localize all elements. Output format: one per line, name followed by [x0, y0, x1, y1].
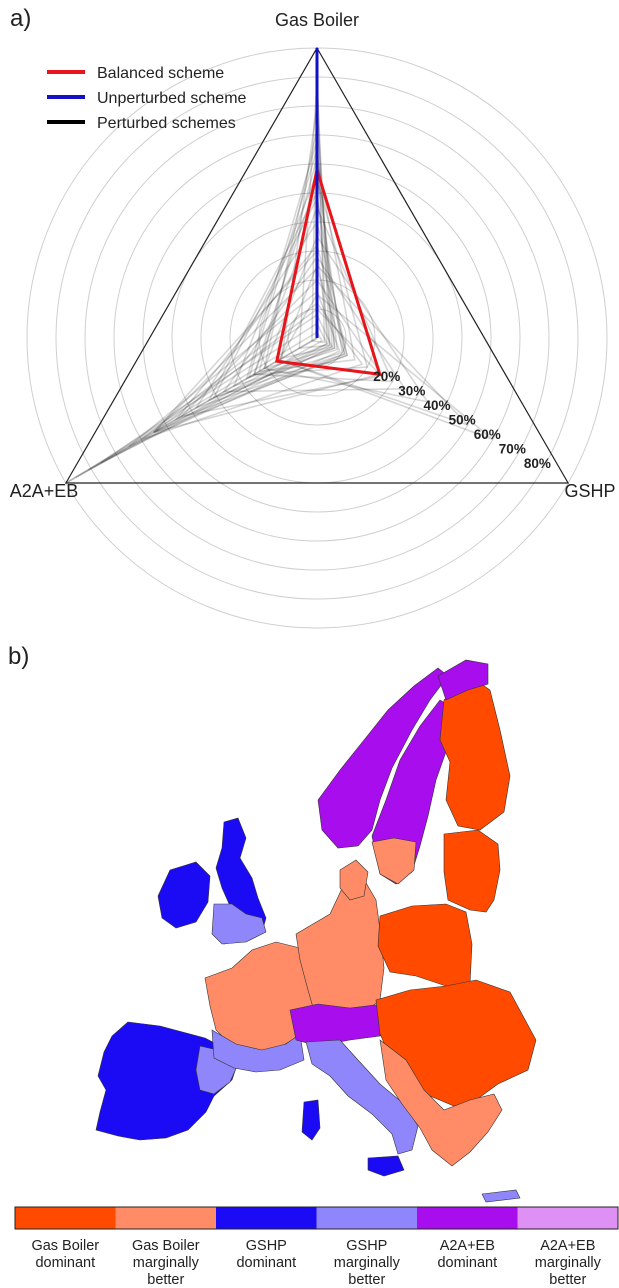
legend-label-balanced: Balanced scheme	[97, 65, 224, 82]
perturbed-scheme-line	[100, 313, 334, 464]
perturbed-scheme-line	[153, 307, 382, 434]
ring-label: 80%	[524, 456, 551, 471]
perturbed-scheme-line	[311, 62, 326, 344]
colorbar-label: A2A+EB dominant	[437, 1238, 497, 1271]
colorbar-swatch	[316, 1207, 418, 1229]
map-region-lapland	[437, 659, 489, 701]
ring-label: 20%	[373, 369, 400, 384]
map-region-poland	[377, 903, 473, 987]
axis-label-gshp: GSHP	[564, 481, 615, 501]
legend: Balanced scheme Unperturbed scheme Pertu…	[47, 65, 247, 132]
perturbed-scheme-line	[263, 129, 336, 370]
ring-label: 30%	[398, 384, 425, 399]
perturbed-scheme-line	[178, 278, 384, 418]
axis-label-gas-boiler: Gas Boiler	[275, 10, 359, 30]
map-region-baltics	[443, 829, 501, 913]
balanced-series-line	[274, 169, 382, 377]
ring-label: 40%	[424, 398, 451, 413]
europe-map	[95, 659, 537, 1203]
colorbar-label: GSHP marginally better	[334, 1238, 401, 1288]
perturbed-scheme-line	[153, 266, 346, 434]
axis-label-a2a-eb: A2A+EB	[10, 481, 79, 501]
map-region-italy	[305, 1039, 419, 1155]
perturbed-scheme-line	[75, 331, 324, 478]
map-region-great-britain-south	[211, 903, 267, 945]
legend-label-unperturbed: Unperturbed scheme	[97, 90, 247, 107]
map-region-norway	[317, 667, 449, 849]
panel-a-label: a)	[10, 5, 31, 32]
perturbed-scheme-line	[280, 105, 333, 360]
perturbed-scheme-line	[253, 175, 369, 376]
radar-frame	[64, 46, 570, 484]
ring-label: 60%	[474, 427, 501, 442]
colorbar-label: A2A+EB marginally better	[535, 1238, 602, 1288]
map-region-sweden-south	[371, 837, 417, 885]
perturbed-scheme-line	[173, 243, 349, 421]
perturbed-scheme-line	[232, 169, 343, 388]
colorbar-frame	[14, 1206, 619, 1230]
colorbar-swatch	[115, 1207, 217, 1229]
colorbar-swatch	[15, 1207, 116, 1229]
radar-chart: 20%30%40%50%60%70%80%	[26, 46, 608, 629]
colorbar-swatch	[216, 1207, 317, 1229]
perturbed-scheme-line	[128, 290, 341, 448]
panel-b-label: b)	[8, 643, 29, 670]
perturbed-scheme-line	[194, 219, 349, 410]
map-region-denmark	[339, 859, 369, 901]
perturbed-scheme-line	[278, 293, 494, 441]
colorbar-swatch	[517, 1207, 619, 1229]
colorbar-swatch	[417, 1207, 518, 1229]
perturbed-scheme-line	[88, 322, 329, 471]
ring-labels: 20%30%40%50%60%70%80%	[373, 369, 551, 471]
perturbed-scheme-line	[278, 264, 469, 426]
map-region-balkans-coast	[379, 1039, 503, 1167]
ring-label: 50%	[449, 413, 476, 428]
perturbed-scheme-line	[207, 190, 336, 402]
perturbed-scheme-line	[212, 196, 346, 399]
map-region-france-south	[211, 1029, 305, 1073]
map-region-sicily	[367, 1155, 405, 1177]
map-region-crete	[481, 1189, 521, 1203]
colorbar-labels: Gas Boiler dominant Gas Boiler marginally be…	[31, 1238, 601, 1288]
map-region-finland	[439, 675, 511, 831]
perturbed-scheme-line	[222, 255, 407, 393]
map-region-ireland	[157, 861, 211, 929]
colorbar	[15, 1207, 619, 1229]
map-region-sardinia	[301, 1099, 321, 1141]
perturbed-scheme-line	[140, 302, 364, 441]
colorbar-label: Gas Boiler marginally better	[132, 1238, 200, 1288]
perturbed-scheme-line	[153, 249, 331, 434]
legend-label-perturbed: Perturbed schemes	[97, 115, 236, 132]
ring-label: 70%	[499, 442, 526, 457]
colorbar-label: GSHP dominant	[236, 1238, 296, 1271]
colorbar-label: Gas Boiler dominant	[31, 1238, 99, 1271]
